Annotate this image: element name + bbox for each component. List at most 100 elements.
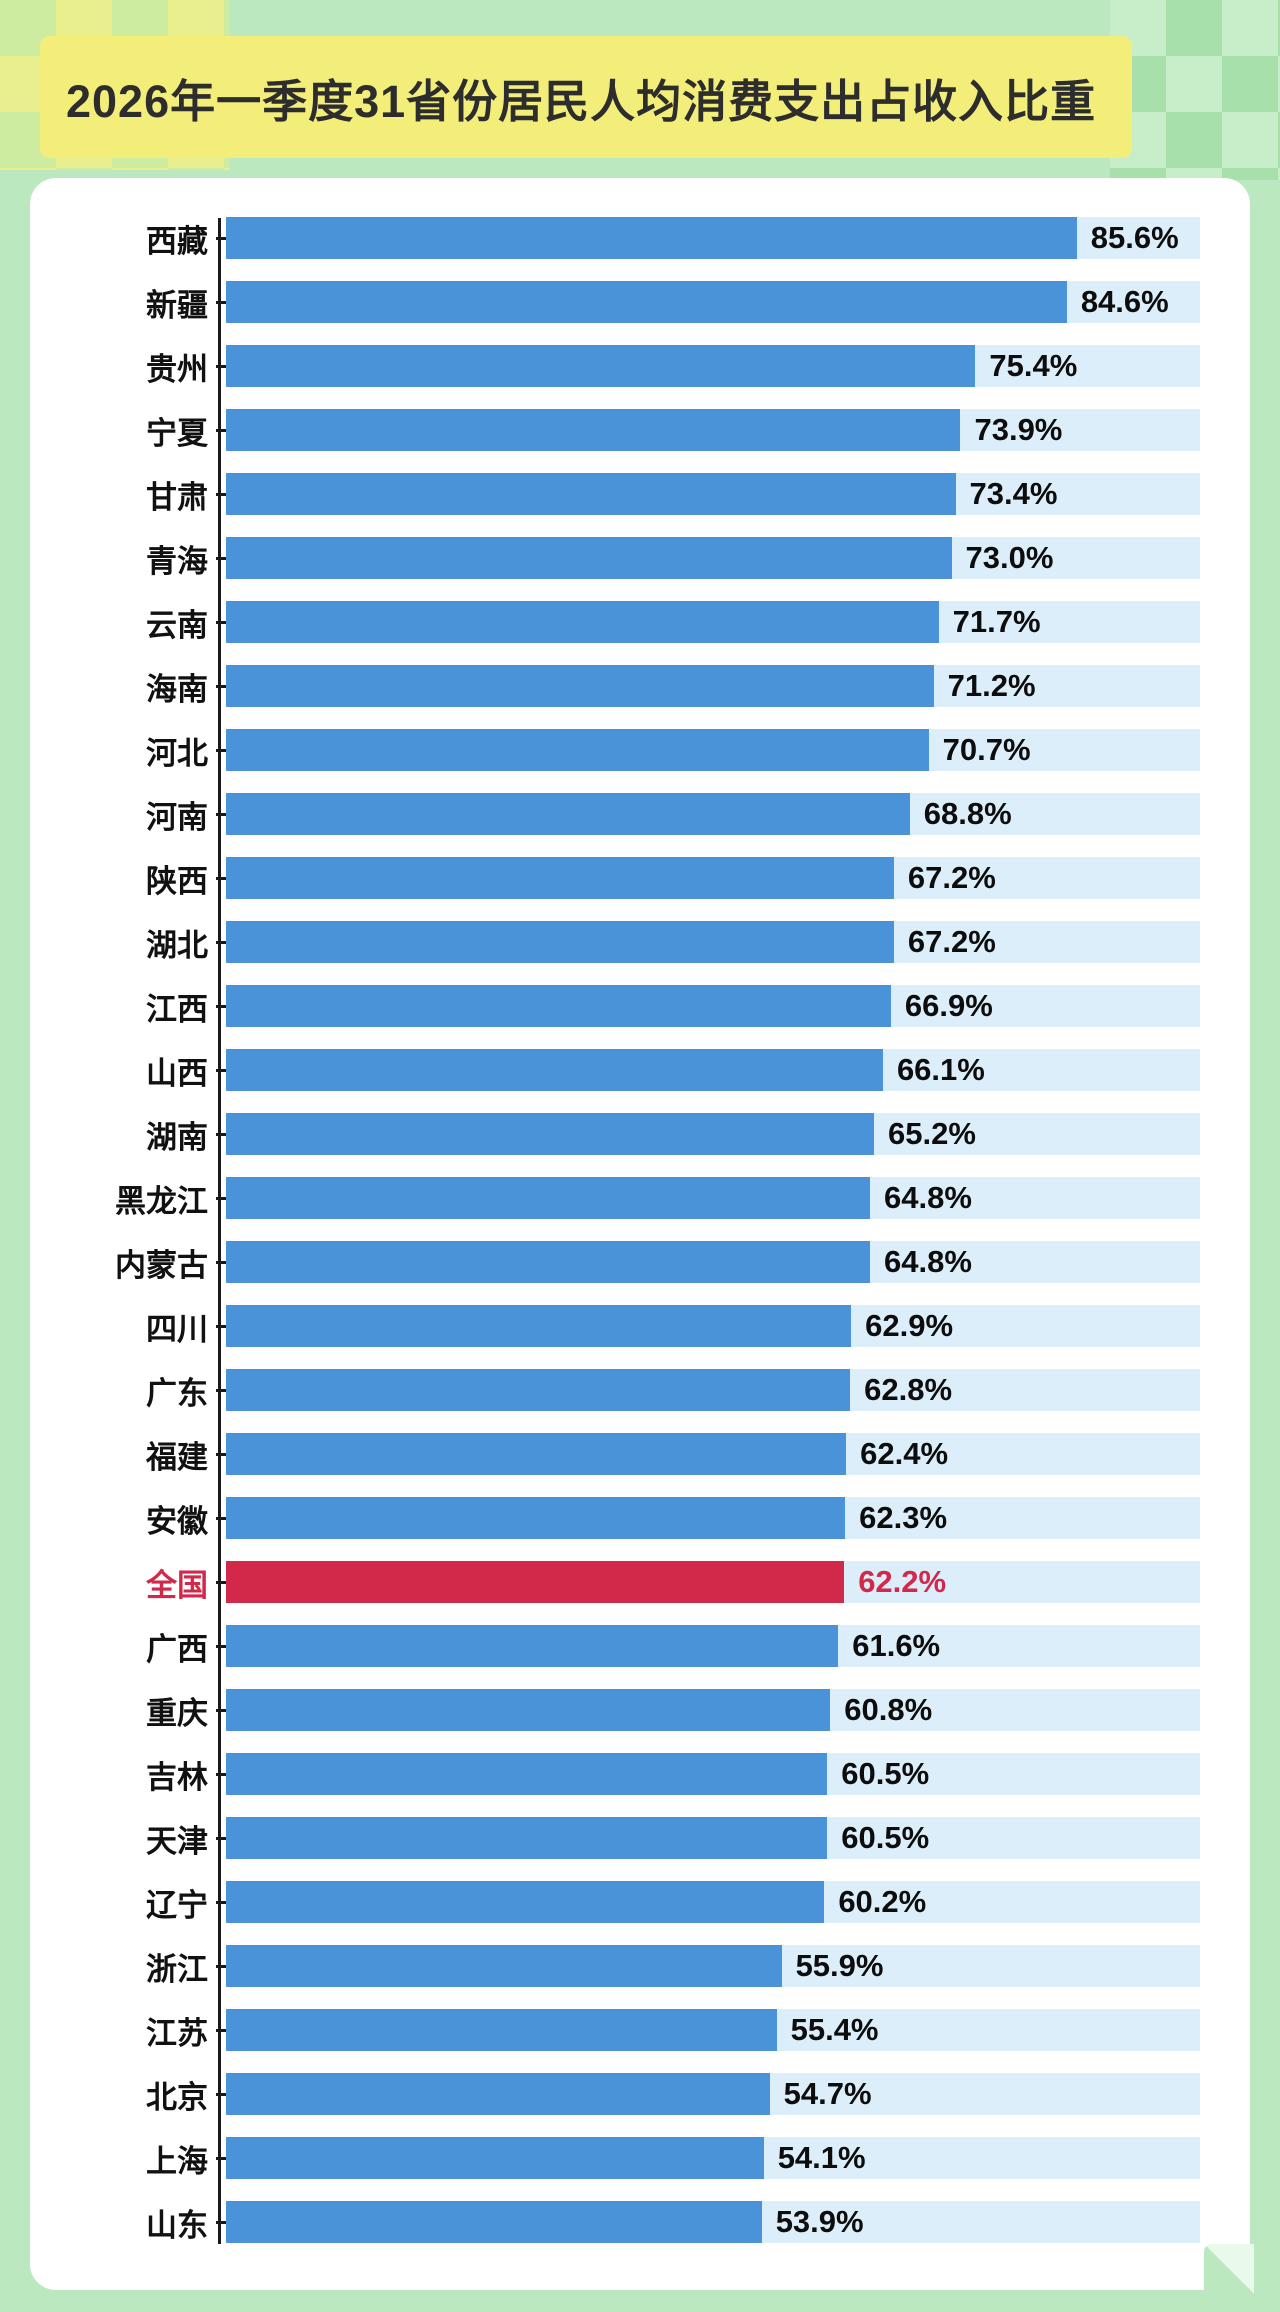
chart-row: 新疆 84.6% xyxy=(30,270,1250,334)
bar-value-label: 54.7% xyxy=(783,2076,872,2111)
category-label: 辽宁 xyxy=(146,1887,208,1923)
axis-tick xyxy=(216,2220,226,2224)
chart-row: 北京 54.7% xyxy=(30,2062,1250,2126)
category-label: 河北 xyxy=(146,735,208,771)
bar-value-label: 62.3% xyxy=(859,1500,948,1535)
category-label-cell: 重庆 xyxy=(30,1688,226,1733)
bar xyxy=(226,1305,852,1347)
bar xyxy=(226,1817,828,1859)
bar-track: 54.7% xyxy=(226,2073,1200,2115)
category-label-cell: 江西 xyxy=(30,984,226,1029)
category-label: 上海 xyxy=(146,2143,208,2179)
bar-track: 84.6% xyxy=(226,281,1200,323)
axis-tick xyxy=(216,1580,226,1584)
folded-corner-decoration xyxy=(1204,2244,1254,2294)
bar-track: 60.8% xyxy=(226,1689,1200,1731)
chart-card: 西藏 85.6% 新疆 84.6% 贵州 75.4% 宁夏 73.9% 甘肃 73.4% 青海 73.… xyxy=(30,178,1250,2290)
bar-track: 67.2% xyxy=(226,857,1200,899)
axis-tick xyxy=(216,2028,226,2032)
chart-row: 青海 73.0% xyxy=(30,526,1250,590)
category-label-cell: 上海 xyxy=(30,2136,226,2181)
category-label-cell: 海南 xyxy=(30,664,226,709)
axis-tick xyxy=(216,1324,226,1328)
category-label-cell: 吉林 xyxy=(30,1752,226,1797)
bar-value-label: 68.8% xyxy=(923,796,1012,831)
category-label-cell: 天津 xyxy=(30,1816,226,1861)
axis-tick xyxy=(216,620,226,624)
category-label-cell: 山西 xyxy=(30,1048,226,1093)
bar xyxy=(226,1561,845,1603)
chart-row: 吉林 60.5% xyxy=(30,1742,1250,1806)
bar xyxy=(226,1241,871,1283)
category-label: 广东 xyxy=(146,1375,208,1411)
bar-track: 62.9% xyxy=(226,1305,1200,1347)
axis-tick xyxy=(216,1772,226,1776)
bar-track: 55.4% xyxy=(226,2009,1200,2051)
bar-track: 62.4% xyxy=(226,1433,1200,1475)
bar-value-label: 60.5% xyxy=(841,1756,930,1791)
bar-track: 66.9% xyxy=(226,985,1200,1027)
axis-tick xyxy=(216,748,226,752)
category-label: 云南 xyxy=(146,607,208,643)
category-label: 全国 xyxy=(146,1567,208,1603)
bar-track: 73.4% xyxy=(226,473,1200,515)
axis-tick xyxy=(216,1068,226,1072)
chart-row: 广西 61.6% xyxy=(30,1614,1250,1678)
category-label-cell: 黑龙江 xyxy=(30,1176,226,1221)
axis-tick xyxy=(216,492,226,496)
bar-value-label: 60.8% xyxy=(844,1692,933,1727)
chart-row: 安徽 62.3% xyxy=(30,1486,1250,1550)
axis-tick xyxy=(216,2156,226,2160)
y-axis-line xyxy=(218,218,221,2244)
axis-tick xyxy=(216,2092,226,2096)
bar-track: 54.1% xyxy=(226,2137,1200,2179)
chart-row: 湖南 65.2% xyxy=(30,1102,1250,1166)
bar xyxy=(226,1049,883,1091)
category-label-cell: 贵州 xyxy=(30,344,226,389)
bar xyxy=(226,1881,825,1923)
chart-row: 江苏 55.4% xyxy=(30,1998,1250,2062)
chart-row: 湖北 67.2% xyxy=(30,910,1250,974)
category-label: 甘肃 xyxy=(146,479,208,515)
bar xyxy=(226,1113,874,1155)
category-label: 江苏 xyxy=(146,2015,208,2051)
axis-tick xyxy=(216,1132,226,1136)
bar xyxy=(226,2137,764,2179)
category-label: 天津 xyxy=(146,1823,208,1859)
axis-tick xyxy=(216,364,226,368)
chart-row: 山东 53.9% xyxy=(30,2190,1250,2254)
category-label: 海南 xyxy=(146,671,208,707)
chart-row: 江西 66.9% xyxy=(30,974,1250,1038)
bar-track: 62.3% xyxy=(226,1497,1200,1539)
bar-value-label: 67.2% xyxy=(907,924,996,959)
category-label-cell: 云南 xyxy=(30,600,226,645)
category-label-cell: 湖北 xyxy=(30,920,226,965)
bar xyxy=(226,473,956,515)
category-label: 湖南 xyxy=(146,1119,208,1155)
category-label: 陕西 xyxy=(146,863,208,899)
bar-value-label: 54.1% xyxy=(777,2140,866,2175)
category-label-cell: 河北 xyxy=(30,728,226,773)
chart-row: 甘肃 73.4% xyxy=(30,462,1250,526)
bar-value-label: 55.4% xyxy=(790,2012,879,2047)
bar-track: 71.2% xyxy=(226,665,1200,707)
bar-track: 85.6% xyxy=(226,217,1200,259)
bar-value-label: 66.9% xyxy=(904,988,993,1023)
category-label: 四川 xyxy=(146,1311,208,1347)
category-label-cell: 全国 xyxy=(30,1560,226,1605)
bar-value-label: 60.2% xyxy=(838,1884,927,1919)
page-title: 2026年一季度31省份居民人均消费支出占收入比重 xyxy=(66,75,1097,127)
axis-tick xyxy=(216,1900,226,1904)
chart-row: 浙江 55.9% xyxy=(30,1934,1250,1998)
category-label: 青海 xyxy=(146,543,208,579)
axis-tick xyxy=(216,1004,226,1008)
axis-tick xyxy=(216,1452,226,1456)
bar xyxy=(226,537,952,579)
category-label-cell: 山东 xyxy=(30,2200,226,2245)
chart-row: 辽宁 60.2% xyxy=(30,1870,1250,1934)
bar-track: 66.1% xyxy=(226,1049,1200,1091)
category-label-cell: 湖南 xyxy=(30,1112,226,1157)
category-label: 新疆 xyxy=(146,287,208,323)
bar xyxy=(226,985,891,1027)
bar-track: 62.8% xyxy=(226,1369,1200,1411)
